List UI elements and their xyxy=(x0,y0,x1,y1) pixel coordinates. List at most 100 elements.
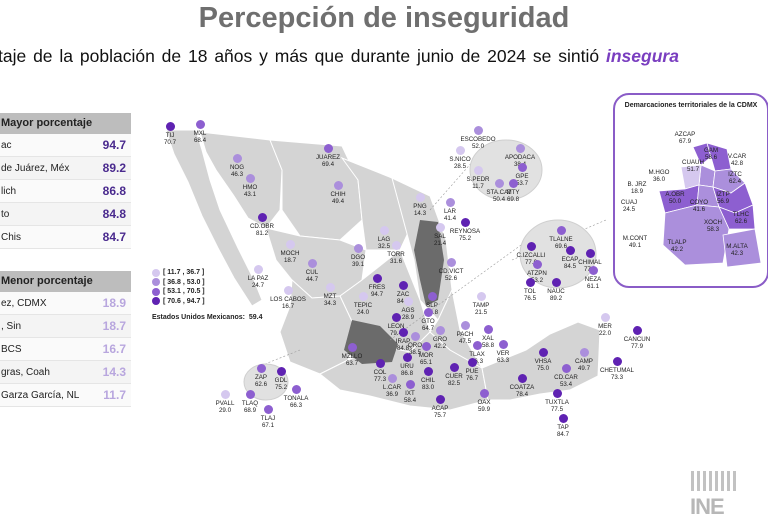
city-name: XAL xyxy=(482,335,494,342)
city-marker xyxy=(473,341,482,350)
city-marker xyxy=(468,358,477,367)
alcaldia-value: 56.9 xyxy=(716,198,730,205)
city-marker xyxy=(446,198,455,207)
city-name: COL xyxy=(373,369,387,376)
row-value: 11.7 xyxy=(103,388,126,402)
city-value: 41.4 xyxy=(443,215,457,222)
city-value: 53.2 xyxy=(530,277,544,284)
city-label: MZT 34.3 xyxy=(312,293,348,307)
city-label: LEON 79.4 xyxy=(378,323,414,337)
row-value: 18.7 xyxy=(102,319,126,333)
legend-label: [ 70.6 , 94.7 ] xyxy=(163,297,205,305)
city-label: CD.VICT 52.6 xyxy=(433,268,469,282)
alcaldia-shape xyxy=(722,228,762,268)
table-row: gras, Coah 14.3 xyxy=(0,361,131,384)
city-value: 64.7 xyxy=(421,325,435,332)
city-marker xyxy=(258,213,267,222)
city-name: REYNOSA xyxy=(449,228,481,235)
city-name: ESCOBEDO xyxy=(460,136,496,143)
ine-logo: INE xyxy=(690,468,768,520)
city-value: 77.0 xyxy=(524,259,538,266)
city-marker xyxy=(354,244,363,253)
alcaldia-name: CUAUH xyxy=(681,159,704,166)
city-value: 84.7 xyxy=(396,298,410,305)
city-marker xyxy=(447,258,456,267)
national-label: Estados Unidos Mexicanos: xyxy=(152,314,245,321)
city-value: 47.5 xyxy=(458,338,472,345)
city-label: VER 63.3 xyxy=(485,350,521,364)
alcaldia-value: 49.1 xyxy=(628,242,642,249)
city-value: 43.1 xyxy=(243,191,257,198)
city-name: JUAREZ xyxy=(315,154,341,161)
city-name: DGO xyxy=(350,254,366,261)
city-name: C.IZCALLI xyxy=(516,252,546,259)
city-name: TLAQ xyxy=(241,400,259,407)
city-value: 84.5 xyxy=(563,263,577,270)
inset-valle-mexico xyxy=(519,219,597,289)
alcaldia-shape xyxy=(662,204,730,266)
alcaldia-name: M.HGO xyxy=(648,169,670,176)
city-value: 63.3 xyxy=(496,357,510,364)
city-label: IRAP 84.8 xyxy=(385,338,421,352)
city-value: 61.1 xyxy=(586,283,600,290)
alcaldia-label: TLALP 42.2 xyxy=(661,239,693,253)
city-marker xyxy=(552,278,561,287)
city-label: TORR 31.6 xyxy=(378,251,414,265)
city-value: 39.1 xyxy=(351,261,365,268)
city-name: NAUC xyxy=(547,288,565,295)
city-value: 11.7 xyxy=(472,183,484,190)
city-marker xyxy=(392,241,401,250)
city-value: 89.2 xyxy=(549,295,563,302)
row-label: de Juárez, Méx xyxy=(1,163,70,174)
city-value: 21.4 xyxy=(433,240,447,247)
city-value: 69.6 xyxy=(554,243,568,250)
city-label: TLALNE 69.6 xyxy=(543,236,579,250)
city-label: PUE 76.7 xyxy=(454,368,490,382)
city-name: SLP xyxy=(426,302,438,309)
city-marker xyxy=(324,144,333,153)
city-marker xyxy=(516,144,525,153)
city-name: ZAP xyxy=(254,374,268,381)
city-name: PNG xyxy=(413,203,427,210)
city-marker xyxy=(436,326,445,335)
legend-label: [ 36.8 , 53.0 ] xyxy=(163,278,205,286)
city-marker xyxy=(246,390,255,399)
city-marker xyxy=(399,281,408,290)
alcaldia-name: V.CAR xyxy=(727,153,747,160)
city-marker xyxy=(359,292,368,301)
city-value: 65.1 xyxy=(419,359,433,366)
city-value: 44.7 xyxy=(305,276,319,283)
legend-item: [ 70.6 , 94.7 ] xyxy=(152,297,205,307)
city-label: OAX 59.9 xyxy=(466,399,502,413)
row-label: ac xyxy=(1,140,12,151)
city-name: TAMP xyxy=(472,302,490,309)
row-value: 89.2 xyxy=(102,161,126,175)
city-marker xyxy=(388,374,397,383)
table-row: Chis 84.7 xyxy=(0,226,131,249)
city-value: 28.5 xyxy=(453,163,467,170)
city-marker xyxy=(399,328,408,337)
table-row: to 84.8 xyxy=(0,203,131,226)
city-label: MZLLO 63.7 xyxy=(334,353,370,367)
city-marker xyxy=(450,363,459,372)
alcaldia-label: CUAUH 51.7 xyxy=(677,159,709,173)
alcaldia-name: IZTP xyxy=(716,191,730,198)
city-marker xyxy=(495,179,504,188)
city-marker xyxy=(422,342,431,351)
city-name: TORR xyxy=(387,251,405,258)
city-label: PNG 14.3 xyxy=(402,203,438,217)
city-label: COATZA 78.4 xyxy=(504,384,540,398)
legend-item: [ 11.7 , 36.7 ] xyxy=(152,268,205,278)
city-label: TAMP 21.5 xyxy=(463,302,499,316)
legend-swatch xyxy=(152,278,160,287)
alcaldia-name: GAM xyxy=(703,147,719,154)
city-name: TAP xyxy=(557,424,569,431)
row-value: 86.8 xyxy=(102,184,126,198)
city-value: 81.2 xyxy=(255,230,269,237)
city-name: ATZPN xyxy=(527,270,547,277)
row-label: , Sin xyxy=(1,321,22,332)
city-label: CANCUN 77.9 xyxy=(619,336,655,350)
city-marker xyxy=(613,357,622,366)
legend: [ 11.7 , 36.7 ] [ 36.8 , 53.0 ] [ 53.1 ,… xyxy=(152,268,205,306)
city-value: 21.5 xyxy=(474,309,488,316)
